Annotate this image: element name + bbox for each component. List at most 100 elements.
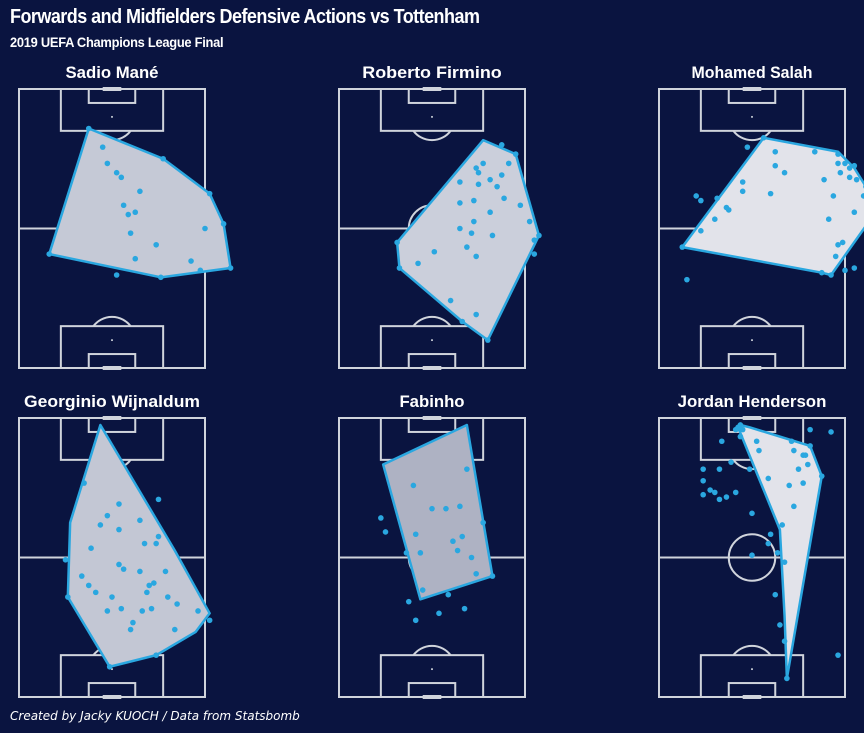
action-hull — [681, 136, 864, 277]
pitch-panel: Georginio Wijnaldum — [18, 392, 213, 699]
defensive-action-point — [749, 510, 755, 517]
defensive-action-point — [475, 169, 482, 176]
defensive-action-point — [120, 202, 127, 209]
defensive-action-point — [459, 318, 466, 325]
defensive-action-point — [62, 557, 69, 563]
defensive-action-point — [779, 522, 786, 528]
defensive-action-point — [749, 552, 755, 558]
defensive-action-point — [765, 475, 772, 482]
defensive-action-point — [795, 466, 802, 472]
six-yard-box-bottom — [407, 682, 457, 698]
defensive-action-point — [109, 594, 115, 600]
defensive-action-point — [851, 162, 858, 169]
defensive-action-point — [828, 429, 834, 435]
chart-subtitle: 2019 UEFA Champions League Final — [10, 34, 224, 50]
defensive-action-point — [700, 466, 706, 472]
defensive-action-point — [707, 487, 713, 493]
goal — [742, 366, 762, 370]
defensive-action-point — [99, 144, 106, 150]
defensive-action-point — [88, 545, 94, 551]
defensive-action-point — [489, 232, 496, 239]
defensive-action-point — [765, 540, 772, 547]
defensive-action-point — [835, 151, 841, 157]
player-name: Roberto Firmino — [362, 63, 502, 82]
defensive-action-point — [786, 482, 792, 489]
goal — [422, 87, 442, 91]
defensive-action-point — [139, 608, 146, 614]
defensive-action-point — [116, 501, 122, 507]
defensive-action-point — [206, 617, 213, 624]
defensive-action-point — [781, 638, 788, 644]
defensive-action-point — [737, 422, 744, 428]
defensive-action-point — [700, 491, 706, 498]
defensive-action-point — [457, 179, 463, 185]
six-yard-box-bottom — [87, 353, 137, 369]
defensive-action-point — [46, 251, 53, 257]
defensive-action-point — [120, 566, 127, 572]
defensive-action-point — [818, 269, 825, 276]
goal — [742, 695, 762, 699]
defensive-action-point — [505, 160, 512, 167]
defensive-action-point — [805, 461, 811, 468]
defensive-action-point — [800, 480, 806, 486]
defensive-action-point — [839, 239, 846, 246]
defensive-action-point — [410, 482, 417, 489]
defensive-action-point — [723, 204, 730, 211]
defensive-action-point — [171, 626, 178, 633]
defensive-action-point — [151, 580, 157, 586]
defensive-action-point — [415, 260, 421, 267]
defensive-action-point — [104, 512, 111, 519]
defensive-action-point — [825, 216, 832, 222]
defensive-action-point — [760, 135, 767, 141]
defensive-action-point — [737, 433, 744, 440]
defensive-action-point — [832, 253, 839, 260]
defensive-action-point — [732, 489, 739, 496]
defensive-action-point — [132, 209, 139, 216]
defensive-action-point — [132, 255, 139, 262]
penalty-spot — [431, 115, 433, 118]
penalty-box-bottom — [59, 325, 165, 369]
defensive-action-point — [113, 169, 120, 176]
defensive-action-point — [443, 505, 449, 512]
penalty-spot — [431, 668, 433, 671]
defensive-action-point — [846, 165, 853, 171]
defensive-action-point — [487, 209, 493, 216]
center-circle — [727, 533, 777, 582]
action-hull — [395, 138, 541, 342]
defensive-action-point — [512, 151, 519, 157]
defensive-action-point — [113, 272, 120, 278]
defensive-action-point — [487, 176, 493, 183]
defensive-action-point — [498, 172, 505, 178]
defensive-action-point — [468, 554, 475, 561]
defensive-action-point — [774, 550, 781, 556]
defensive-action-point — [739, 179, 746, 185]
defensive-action-point — [396, 265, 403, 271]
six-yard-box-top — [407, 417, 457, 433]
defensive-action-point — [772, 148, 779, 155]
defensive-action-point — [830, 193, 837, 199]
defensive-action-point — [137, 517, 143, 524]
goal — [102, 366, 122, 370]
defensive-action-point — [146, 582, 152, 589]
defensive-action-point — [744, 144, 751, 150]
defensive-action-point — [772, 591, 779, 598]
pitch-panel: Fabinho — [338, 392, 526, 699]
defensive-action-point — [104, 160, 111, 167]
six-yard-box-bottom — [727, 682, 777, 698]
defensive-action-point — [471, 197, 477, 204]
penalty-spot — [111, 339, 113, 342]
defensive-action-point — [78, 573, 85, 579]
defensive-action-point — [160, 155, 166, 162]
defensive-action-point — [853, 176, 860, 183]
goal — [422, 416, 442, 420]
defensive-action-point — [723, 494, 730, 500]
defensive-action-point — [436, 610, 442, 617]
defensive-action-point — [412, 617, 419, 624]
chart-title: Forwards and Midfielders Defensive Actio… — [10, 6, 480, 28]
penalty-box-top — [699, 88, 805, 132]
defensive-action-point — [480, 160, 486, 167]
defensive-action-point — [756, 447, 762, 454]
pitch-panel: Mohamed Salah — [658, 63, 864, 370]
defensive-action-point — [837, 169, 844, 176]
